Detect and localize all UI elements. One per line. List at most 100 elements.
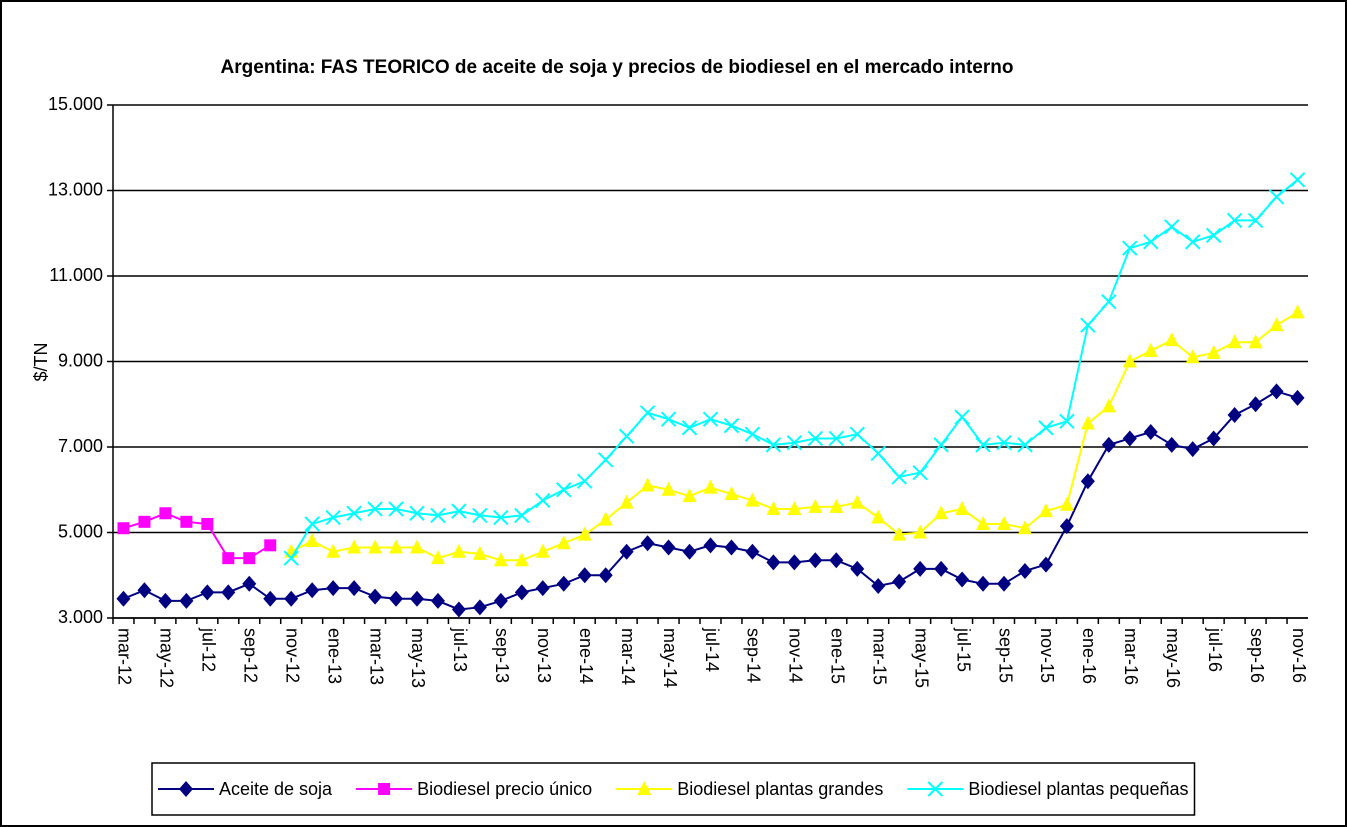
marker — [850, 494, 865, 509]
marker — [222, 552, 235, 565]
marker — [556, 535, 571, 550]
marker — [472, 545, 487, 560]
marker — [388, 501, 404, 517]
marker — [1226, 212, 1243, 229]
marker — [744, 426, 761, 442]
x-tick-label: nov-12 — [282, 628, 302, 683]
marker — [305, 533, 320, 548]
marker — [493, 592, 508, 609]
marker — [913, 524, 928, 539]
marker — [158, 592, 173, 609]
marker — [1164, 219, 1180, 235]
marker — [430, 507, 446, 524]
marker — [389, 539, 404, 554]
marker — [808, 498, 823, 513]
marker — [871, 509, 886, 524]
marker — [1247, 212, 1264, 229]
marker — [1184, 234, 1201, 250]
marker — [637, 781, 652, 795]
marker — [378, 783, 391, 795]
x-tick-label: sep-16 — [1247, 628, 1267, 683]
marker — [346, 505, 362, 521]
marker — [661, 539, 676, 556]
marker — [451, 601, 466, 618]
marker — [1185, 441, 1200, 458]
marker — [263, 590, 278, 607]
marker — [283, 550, 299, 566]
marker — [891, 469, 907, 485]
marker — [535, 492, 551, 509]
marker — [368, 588, 383, 605]
legend-item: Aceite de soja — [158, 779, 333, 799]
marker — [137, 582, 152, 599]
marker — [661, 481, 676, 496]
x-tick-label: jul-13 — [450, 627, 470, 672]
marker — [430, 592, 445, 609]
marker — [598, 567, 613, 584]
marker — [871, 577, 886, 594]
marker — [1122, 353, 1137, 368]
x-tick-label: ene-16 — [1079, 628, 1099, 684]
marker — [723, 417, 740, 434]
marker — [808, 552, 823, 569]
marker — [347, 539, 362, 554]
marker — [389, 590, 404, 607]
marker — [1227, 406, 1242, 423]
marker — [787, 500, 802, 515]
y-tick-label: 3.000 — [58, 607, 103, 627]
marker — [849, 426, 865, 442]
marker — [1017, 562, 1032, 579]
marker — [159, 507, 172, 520]
marker — [556, 575, 571, 592]
x-tick-label: mar-14 — [618, 628, 638, 685]
marker — [745, 492, 760, 507]
x-tick-label: nov-16 — [1289, 628, 1309, 683]
marker — [786, 435, 803, 451]
marker — [955, 571, 970, 588]
x-tick-label: mar-15 — [869, 628, 889, 685]
marker — [976, 515, 991, 530]
marker — [807, 430, 824, 447]
y-tick-label: 9.000 — [58, 350, 103, 370]
marker — [1268, 189, 1285, 205]
marker — [724, 539, 739, 556]
marker — [1080, 415, 1095, 430]
marker — [1206, 430, 1221, 447]
marker — [1017, 520, 1032, 535]
marker — [1059, 518, 1074, 535]
marker — [1080, 473, 1095, 490]
legend-label: Biodiesel plantas grandes — [677, 779, 883, 799]
marker — [1248, 334, 1263, 349]
y-tick-label: 11.000 — [49, 265, 103, 285]
marker — [451, 543, 466, 558]
marker — [577, 526, 592, 541]
marker — [325, 509, 341, 526]
marker — [1059, 496, 1074, 511]
marker — [976, 575, 991, 592]
marker — [597, 452, 614, 468]
marker — [892, 573, 907, 590]
y-axis-label: $/TN — [31, 342, 51, 381]
marker — [577, 473, 593, 489]
marker — [598, 511, 613, 526]
marker — [1205, 227, 1222, 244]
marker — [179, 781, 193, 797]
marker — [304, 516, 320, 532]
x-tick-label: sep-15 — [995, 628, 1015, 683]
marker — [326, 543, 341, 558]
marker — [997, 515, 1012, 530]
marker — [765, 437, 782, 453]
marker — [305, 582, 320, 599]
marker — [703, 479, 718, 494]
x-tick-label: nov-15 — [1037, 628, 1057, 683]
x-tick-label: ene-14 — [576, 628, 596, 684]
marker — [955, 500, 970, 515]
marker — [682, 543, 697, 560]
marker — [724, 486, 739, 501]
marker — [1269, 317, 1284, 332]
marker — [242, 575, 257, 592]
marker — [200, 584, 215, 601]
marker — [1269, 383, 1284, 400]
marker — [243, 552, 256, 565]
x-tick-label: may-12 — [157, 628, 177, 688]
